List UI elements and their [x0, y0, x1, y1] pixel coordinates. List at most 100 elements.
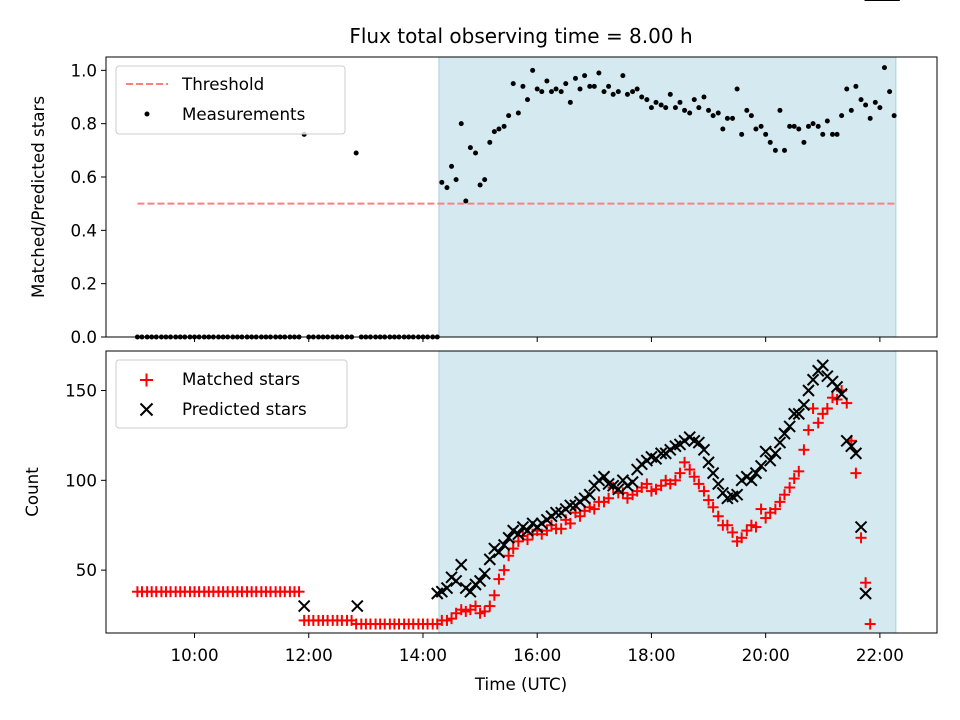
measurement-point [805, 123, 811, 129]
predicted-star-point [497, 538, 511, 552]
matched-star-point [688, 471, 700, 483]
measurement-point [496, 126, 502, 132]
predicted-star-point [849, 447, 863, 460]
predicted-star-point [483, 553, 497, 566]
x-tick-label: 20:00 [742, 645, 790, 665]
matched-star-point [712, 510, 724, 522]
top-plot-frame [105, 56, 938, 338]
measurement-point [624, 91, 630, 97]
measurement-point [639, 94, 645, 100]
top-y-axis-label: Matched/Predicted stars [28, 96, 48, 298]
predicted-star-point [797, 398, 811, 412]
matched-star-point [850, 467, 862, 479]
matched-star-point [293, 586, 305, 598]
legend-predicted-swatch [139, 402, 154, 417]
measurement-point [567, 99, 573, 105]
measurement-point [701, 94, 707, 100]
measurement-point [663, 105, 669, 111]
x-axis-label: Time (UTC) [474, 674, 567, 694]
matched-star-point [479, 605, 491, 617]
predicted-star-point [654, 447, 668, 460]
measurement-point [787, 123, 793, 129]
matched-star-point [555, 523, 567, 535]
bottom-y-axis-label: Count [22, 467, 42, 517]
measurement-point [715, 110, 721, 116]
measurement-point [487, 139, 493, 145]
predicted-star-point [749, 466, 763, 480]
measurement-point [724, 115, 730, 121]
x-tick-label: 12:00 [285, 645, 333, 665]
predicted-star-point [759, 445, 772, 458]
measurement-point [844, 86, 850, 92]
predicted-star-point [455, 558, 468, 571]
matched-star-point [588, 503, 600, 515]
x-tick-label: 16:00 [513, 645, 561, 665]
measurement-point [748, 113, 754, 119]
predicted-star-point [297, 599, 311, 613]
predicted-star-point [521, 524, 534, 537]
measurement-point [644, 97, 650, 103]
measurement-point [558, 89, 564, 95]
predicted-star-point [745, 474, 758, 487]
measurement-point [582, 73, 588, 79]
matched-star-point [488, 589, 500, 601]
measurement-point [720, 126, 726, 132]
legend-predicted-label: Predicted stars [182, 399, 307, 419]
predicted-star-point [702, 456, 715, 469]
measurement-point [501, 123, 507, 129]
measurement-point [710, 113, 716, 119]
measurement-point [506, 113, 512, 119]
matched-star-point [864, 618, 876, 630]
measurement-point [810, 121, 816, 127]
measurement-point [796, 126, 802, 132]
bottom-y-ticks: 50 100 150 [65, 381, 106, 580]
predicted-star-point [502, 531, 515, 545]
measurement-point [763, 131, 769, 137]
measurement-point [658, 102, 664, 108]
matched-star-point [860, 577, 872, 589]
measurement-point [520, 83, 526, 89]
measurement-point [867, 115, 873, 121]
measurement-point [449, 163, 455, 169]
predicted-star-point [464, 585, 477, 598]
matched-star-point [727, 526, 739, 538]
measurement-point [772, 147, 778, 153]
bottom-panel-counts: 10:00 12:00 14:00 16:00 18:00 20:00 22:00 50 10… [22, 0, 938, 694]
matched-stars-points [131, 0, 900, 630]
predicted-star-point [845, 439, 858, 453]
bottom-x-ticks: 10:00 12:00 14:00 16:00 18:00 20:00 22:00 [170, 633, 904, 665]
matched-star-point [684, 464, 696, 476]
y-tick-label: 1.0 [70, 60, 97, 80]
measurement-point [687, 110, 693, 116]
measurement-point [467, 145, 473, 151]
measurement-point [791, 123, 797, 129]
measurement-point [620, 73, 626, 79]
matched-star-point [798, 444, 810, 456]
matched-star-point [603, 492, 615, 504]
measurement-point [696, 105, 702, 111]
measurement-point [682, 107, 688, 113]
measurement-point [863, 102, 869, 108]
y-tick-label: 0.2 [70, 274, 97, 294]
legend-threshold-label: Threshold [181, 74, 264, 94]
y-tick-label: 0.8 [70, 114, 97, 134]
matched-star-point [774, 496, 786, 508]
measurement-point [463, 198, 469, 204]
legend-measurements-label: Measurements [182, 104, 305, 124]
matched-star-point [793, 465, 805, 477]
matched-star-point [698, 485, 710, 497]
measurement-point [672, 105, 678, 111]
matched-star-point [679, 456, 691, 468]
measurement-point [630, 89, 636, 95]
measurement-points [134, 65, 897, 340]
predicted-star-point [754, 459, 768, 473]
matched-star-point [503, 550, 515, 562]
measurement-point [482, 177, 488, 183]
measurement-point [544, 78, 550, 84]
measurement-point [539, 89, 545, 95]
predicted-star-point [783, 420, 796, 433]
predicted-star-point [730, 488, 744, 501]
predicted-star-point [440, 581, 454, 595]
top-x-ticks [194, 337, 881, 342]
top-legend: Threshold Measurements [115, 65, 346, 135]
